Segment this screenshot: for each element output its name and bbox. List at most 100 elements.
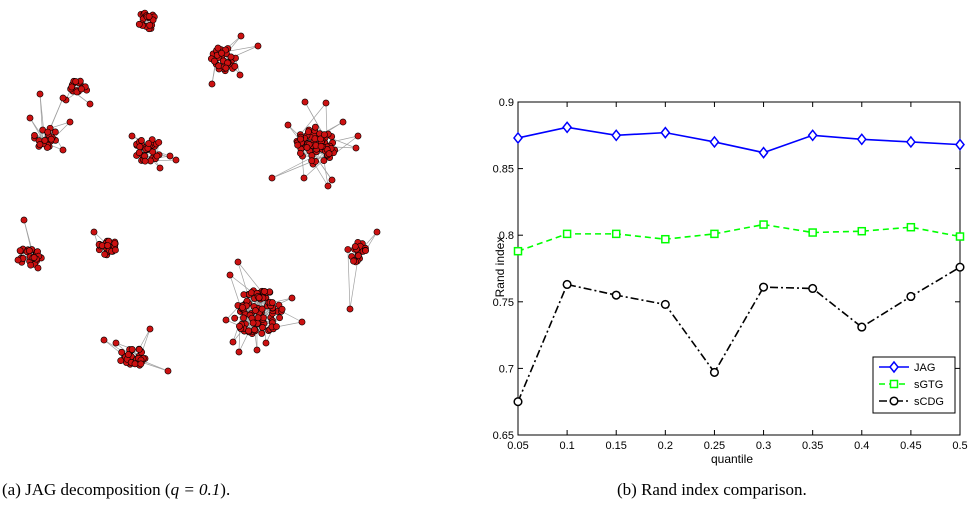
data-point bbox=[759, 282, 769, 292]
graph-node bbox=[308, 157, 316, 165]
graph-node bbox=[301, 98, 309, 106]
graph-node bbox=[59, 94, 67, 102]
graph-node bbox=[164, 367, 172, 375]
x-tick-label: 0.15 bbox=[606, 440, 627, 452]
x-tick-label: 0.1 bbox=[559, 440, 574, 452]
graph-node bbox=[26, 114, 34, 122]
graph-node bbox=[268, 174, 276, 182]
graph-edge bbox=[238, 331, 250, 353]
y-tick-label: 0.75 bbox=[493, 297, 514, 309]
graph-node bbox=[135, 149, 143, 156]
graph-node bbox=[101, 250, 109, 258]
graph-node bbox=[288, 294, 296, 302]
network-graph-panel bbox=[0, 0, 420, 460]
graph-node bbox=[249, 319, 257, 327]
graph-node bbox=[47, 135, 55, 143]
graph-node bbox=[284, 121, 292, 129]
data-point bbox=[513, 131, 523, 145]
y-tick-label: 0.8 bbox=[499, 230, 514, 242]
data-point bbox=[562, 279, 572, 290]
y-tick-label: 0.65 bbox=[493, 430, 514, 442]
y-axis-label: Rand index bbox=[493, 237, 507, 298]
graph-node bbox=[136, 143, 144, 151]
graph-node bbox=[25, 247, 33, 255]
graph-edges bbox=[17, 12, 378, 372]
graph-node bbox=[86, 100, 94, 108]
data-point bbox=[611, 290, 621, 300]
legend-label: sGTG bbox=[914, 379, 943, 391]
graph-node bbox=[320, 131, 328, 139]
data-point bbox=[955, 138, 965, 151]
legend-marker bbox=[889, 360, 899, 374]
series-line bbox=[517, 223, 961, 252]
caption-a-prefix: (a) JAG decomposition ( bbox=[2, 480, 171, 499]
graph-node bbox=[78, 85, 85, 93]
graph-node bbox=[273, 323, 280, 331]
chart-legend: JAG sGTG sCDG bbox=[872, 356, 956, 414]
graph-node bbox=[104, 242, 112, 249]
legend-box bbox=[872, 356, 956, 414]
data-point bbox=[759, 220, 768, 229]
graph-nodes bbox=[14, 9, 381, 375]
graph-node bbox=[100, 336, 108, 344]
graph-node bbox=[135, 346, 143, 353]
graph-node bbox=[145, 13, 153, 20]
graph-node bbox=[125, 351, 132, 359]
graph-node bbox=[346, 305, 354, 313]
data-point bbox=[955, 262, 965, 272]
graph-node bbox=[235, 348, 243, 356]
graph-node bbox=[311, 135, 319, 143]
graph-node bbox=[172, 156, 180, 164]
graph-node bbox=[278, 305, 286, 313]
x-tick-label: 0.25 bbox=[704, 440, 725, 452]
graph-node bbox=[27, 261, 35, 269]
graph-node bbox=[251, 326, 258, 334]
graph-node bbox=[34, 264, 42, 272]
data-point bbox=[857, 322, 867, 332]
graph-node bbox=[247, 289, 255, 297]
chart-series bbox=[513, 121, 965, 407]
y-tick-label: 0.7 bbox=[499, 363, 514, 375]
graph-node bbox=[297, 135, 304, 143]
graph-node bbox=[239, 304, 246, 311]
data-point bbox=[660, 126, 671, 139]
graph-edge bbox=[138, 328, 151, 350]
network-graph bbox=[14, 9, 381, 375]
graph-node bbox=[373, 228, 381, 236]
data-point bbox=[661, 234, 670, 244]
series-scdg bbox=[513, 262, 965, 407]
legend-marker bbox=[889, 379, 899, 389]
graph-node bbox=[155, 138, 163, 146]
data-point bbox=[905, 135, 916, 149]
caption-b: (b) Rand index comparison. bbox=[617, 480, 807, 499]
caption-a-suffix: ). bbox=[220, 480, 231, 499]
graph-node bbox=[146, 325, 154, 333]
y-tick-label: 0.9 bbox=[499, 97, 514, 109]
data-point bbox=[856, 133, 867, 146]
graph-node bbox=[300, 174, 308, 182]
chart-axes: 0.05 0.1 0.15 0.2 0.25 0.3 0.35 0.4 0.45 0.5 0.65 0… bbox=[493, 97, 968, 452]
graph-node bbox=[36, 90, 44, 98]
graph-node bbox=[112, 339, 120, 347]
legend-entry-scdg: sCDG bbox=[879, 396, 944, 408]
data-point bbox=[611, 129, 622, 142]
graph-node bbox=[350, 257, 357, 265]
data-point bbox=[562, 229, 572, 239]
graph-node bbox=[128, 132, 136, 140]
graph-node bbox=[231, 62, 239, 70]
legend-label: sCDG bbox=[914, 396, 944, 408]
legend-label: JAG bbox=[914, 362, 935, 374]
x-tick-label: 0.5 bbox=[952, 440, 967, 452]
graph-node bbox=[226, 271, 234, 279]
graph-node bbox=[66, 118, 74, 126]
graph-node bbox=[118, 348, 126, 356]
graph-node bbox=[141, 157, 149, 165]
graph-edge bbox=[300, 102, 327, 135]
graph-node bbox=[145, 140, 153, 147]
graph-node bbox=[236, 322, 243, 330]
data-point bbox=[857, 226, 867, 236]
graph-node bbox=[117, 357, 125, 365]
rand-index-chart-panel: 0.05 0.1 0.15 0.2 0.25 0.3 0.35 0.4 0.45 0.5 0.65 0… bbox=[470, 80, 970, 475]
graph-node bbox=[237, 32, 245, 40]
graph-node bbox=[324, 182, 332, 190]
